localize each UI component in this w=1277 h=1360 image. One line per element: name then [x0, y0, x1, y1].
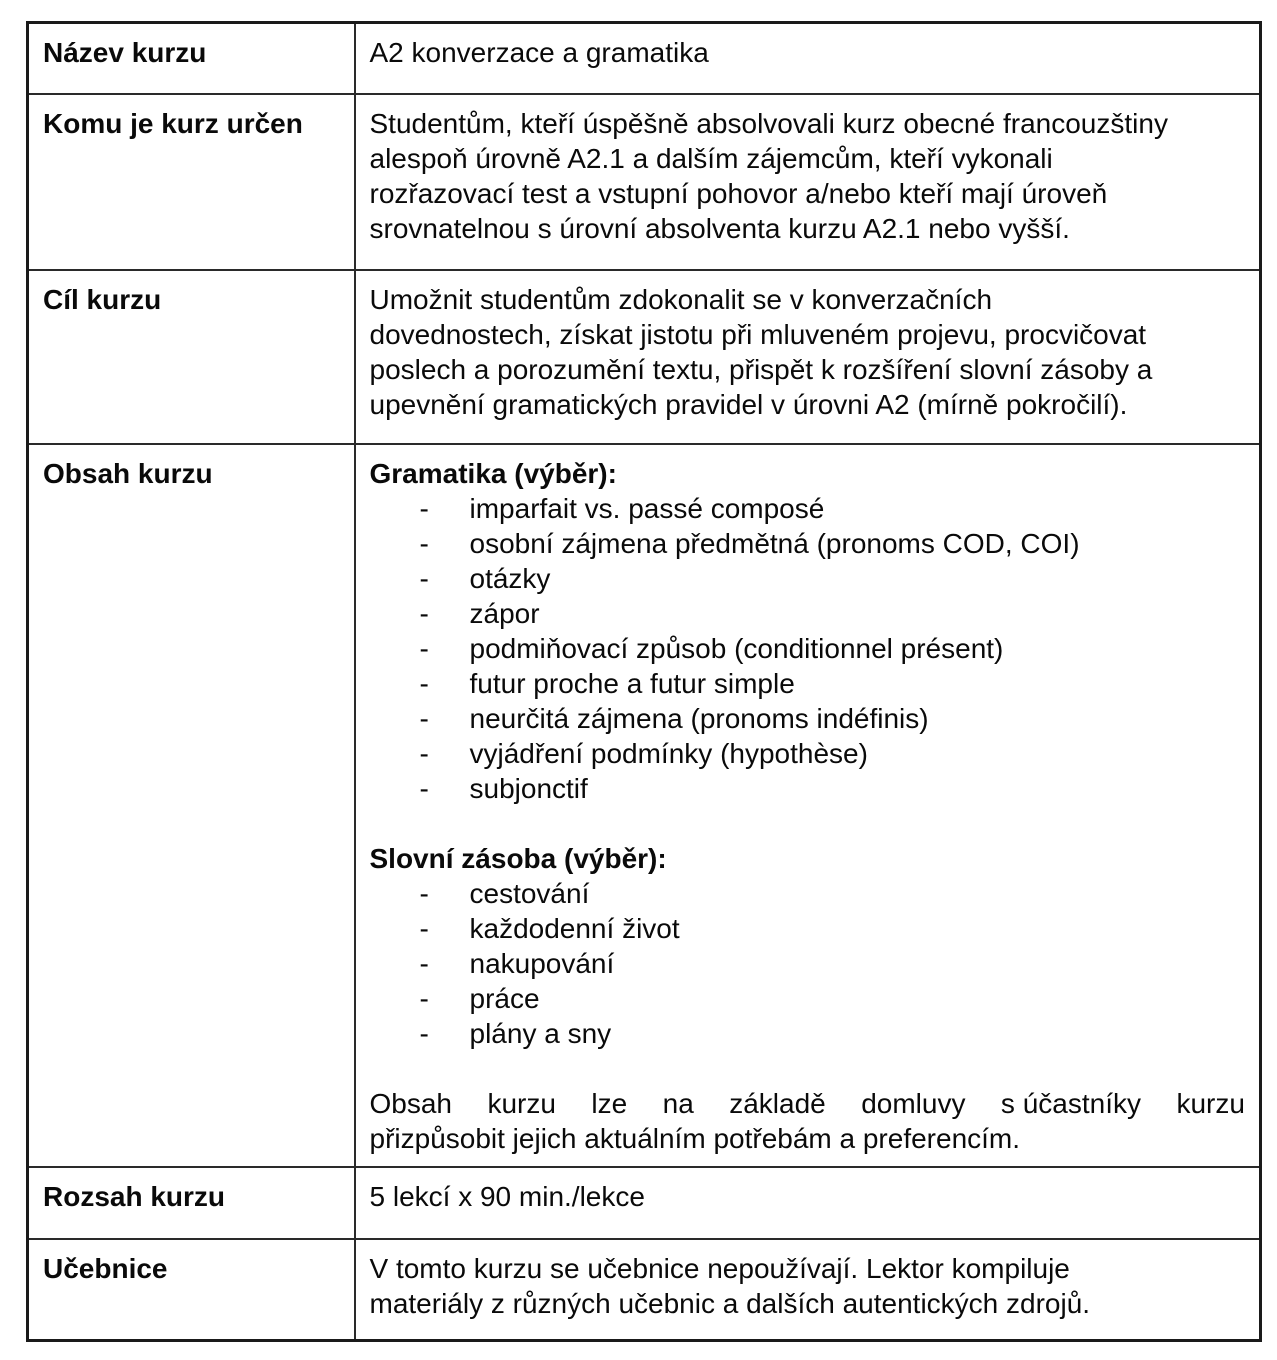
dash-bullet: -: [419, 562, 429, 594]
grammar-list: - imparfait vs. passé composé - osobní zájm…: [370, 491, 1246, 806]
list-item: - neurčitá zájmena (pronoms indéfinis): [370, 701, 1246, 736]
list-item-text: každodenní život: [469, 912, 680, 944]
target-audience-text: Studentům, kteří úspěšně absolvovali kur…: [369, 107, 1168, 244]
justified-word: s účastníky: [1000, 1087, 1141, 1119]
textbooks-label-cell: Učebnice: [26, 1237, 356, 1342]
course-content-value-cell: Gramatika (výběr): - imparfait vs. passé …: [353, 442, 1262, 1168]
course-name-value: A2 konverzace a gramatika: [369, 37, 709, 68]
course-goal-label-cell: Cíl kurzu: [26, 268, 356, 445]
list-item-text: plány a sny: [469, 1017, 612, 1049]
list-item-text: osobní zájmena předmětná (pronoms COD, C…: [469, 527, 1080, 559]
list-item-text: zápor: [469, 597, 540, 629]
course-content-label-cell: Obsah kurzu: [26, 442, 356, 1168]
row-label: Učebnice: [43, 1252, 168, 1284]
justified-word: lze: [591, 1087, 628, 1119]
list-item: - osobní zájmena předmětná (pronoms COD, …: [370, 526, 1246, 561]
dash-bullet: -: [419, 667, 429, 699]
list-item: - futur proche a futur simple: [370, 666, 1246, 701]
list-item: - plány a sny: [370, 1016, 1246, 1051]
dash-bullet: -: [419, 702, 429, 734]
course-goal-value-cell: Umožnit studentům zdokonalit se v konver…: [353, 268, 1262, 445]
course-name-label-cell: Název kurzu: [26, 21, 356, 95]
list-item-text: futur proche a futur simple: [469, 667, 795, 699]
row-label: Obsah kurzu: [43, 457, 213, 489]
row-label: Název kurzu: [43, 37, 207, 68]
list-item-text: subjonctif: [469, 772, 588, 804]
row-label: Cíl kurzu: [43, 283, 162, 315]
textbooks-text: V tomto kurzu se učebnice nepoužívají. L…: [369, 1252, 1091, 1319]
justified-word: na: [662, 1087, 694, 1119]
list-item: - podmiňovací způsob (conditionnel présen…: [370, 631, 1246, 666]
justified-word: domluvy: [861, 1087, 966, 1119]
content-note: Obsah kurzu lze na základě domluvy s účastníky…: [370, 1086, 1246, 1156]
textbooks-value-cell: V tomto kurzu se učebnice nepoužívají. L…: [353, 1237, 1262, 1342]
list-item: - imparfait vs. passé composé: [370, 491, 1246, 526]
content-note-line1: Obsah kurzu lze na základě domluvy s účastníky…: [370, 1086, 1246, 1121]
course-name-value-cell: A2 konverzace a gramatika: [353, 21, 1262, 95]
list-item: - práce: [370, 981, 1246, 1016]
course-scope-value-cell: 5 lekcí x 90 min./lekce: [353, 1165, 1262, 1240]
target-audience-value-cell: Studentům, kteří úspěšně absolvovali kur…: [353, 92, 1262, 271]
justified-word: kurzu: [487, 1087, 556, 1119]
list-item-text: nakupování: [469, 947, 615, 979]
course-scope-value: 5 lekcí x 90 min./lekce: [369, 1180, 645, 1212]
row-label: Komu je kurz určen: [43, 107, 303, 139]
course-goal-text: Umožnit studentům zdokonalit se v konver…: [369, 283, 1153, 420]
list-item-text: otázky: [469, 562, 551, 594]
dash-bullet: -: [419, 1017, 429, 1049]
list-item: - nakupování: [370, 946, 1246, 981]
vocabulary-section-heading: Slovní zásoba (výběr):: [369, 842, 667, 874]
list-item-text: neurčitá zájmena (pronoms indéfinis): [469, 702, 929, 734]
dash-bullet: -: [419, 527, 429, 559]
vocabulary-list: - cestování - každodenní život - nakupování - p…: [370, 876, 1246, 1051]
list-item-text: práce: [469, 982, 540, 1014]
list-item-text: podmiňovací způsob (conditionnel présent…: [469, 632, 1004, 664]
list-item-text: cestování: [469, 877, 590, 909]
course-table: Název kurzu A2 konverzace a gramatika Ko…: [26, 21, 1262, 1342]
list-item: - subjonctif: [370, 771, 1246, 806]
target-audience-label-cell: Komu je kurz určen: [26, 92, 356, 271]
content-note-line2: přizpůsobit jejich aktuálním potřebám a …: [369, 1122, 1021, 1154]
dash-bullet: -: [419, 982, 429, 1014]
row-target-audience: Komu je kurz určen Studentům, kteří úspě…: [26, 92, 1262, 271]
list-item: - otázky: [370, 561, 1246, 596]
dash-bullet: -: [419, 737, 429, 769]
row-course-scope: Rozsah kurzu 5 lekcí x 90 min./lekce: [26, 1165, 1262, 1240]
dash-bullet: -: [419, 947, 429, 979]
list-item: - zápor: [370, 596, 1246, 631]
list-item-text: vyjádření podmínky (hypothèse): [469, 737, 868, 769]
justified-word: základě: [729, 1087, 826, 1119]
dash-bullet: -: [419, 877, 429, 909]
dash-bullet: -: [419, 632, 429, 664]
list-item-text: imparfait vs. passé composé: [469, 492, 825, 524]
list-item: - vyjádření podmínky (hypothèse): [370, 736, 1246, 771]
row-label: Rozsah kurzu: [43, 1180, 226, 1212]
dash-bullet: -: [419, 597, 429, 629]
row-course-name: Název kurzu A2 konverzace a gramatika: [26, 21, 1262, 95]
row-textbooks: Učebnice V tomto kurzu se učebnice nepou…: [26, 1237, 1262, 1342]
justified-word: kurzu: [1176, 1087, 1245, 1119]
grammar-section-heading: Gramatika (výběr):: [369, 457, 617, 489]
row-course-content: Obsah kurzu Gramatika (výběr): - imparfai…: [26, 442, 1262, 1168]
course-scope-label-cell: Rozsah kurzu: [26, 1165, 356, 1240]
list-item: - cestování: [370, 876, 1246, 911]
justified-word: Obsah: [369, 1087, 453, 1119]
list-item: - každodenní život: [370, 911, 1246, 946]
row-course-goal: Cíl kurzu Umožnit studentům zdokonalit s…: [26, 268, 1262, 445]
dash-bullet: -: [419, 492, 429, 524]
dash-bullet: -: [419, 772, 429, 804]
dash-bullet: -: [419, 912, 429, 944]
